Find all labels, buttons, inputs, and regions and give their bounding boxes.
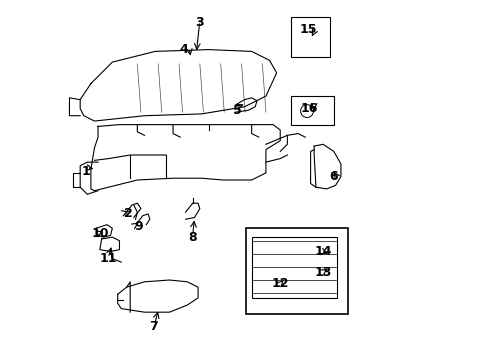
Bar bbox=[290, 18, 329, 57]
Text: 13: 13 bbox=[314, 266, 331, 279]
Text: 1: 1 bbox=[81, 165, 90, 177]
Text: 7: 7 bbox=[149, 320, 158, 333]
Text: 12: 12 bbox=[271, 277, 288, 290]
Bar bbox=[251, 237, 337, 298]
Text: 2: 2 bbox=[124, 207, 133, 220]
Text: 16: 16 bbox=[300, 102, 317, 115]
Text: 3: 3 bbox=[195, 16, 204, 29]
Text: 5: 5 bbox=[232, 104, 241, 117]
Text: 4: 4 bbox=[179, 43, 188, 56]
Text: 10: 10 bbox=[91, 227, 108, 240]
Text: 8: 8 bbox=[188, 231, 197, 244]
Bar bbox=[290, 96, 333, 125]
Text: 9: 9 bbox=[135, 220, 143, 233]
Text: 15: 15 bbox=[300, 23, 317, 36]
Text: 6: 6 bbox=[329, 170, 337, 183]
Polygon shape bbox=[118, 280, 198, 312]
Bar bbox=[246, 228, 347, 314]
Text: 11: 11 bbox=[100, 252, 117, 265]
Text: 14: 14 bbox=[314, 245, 331, 258]
